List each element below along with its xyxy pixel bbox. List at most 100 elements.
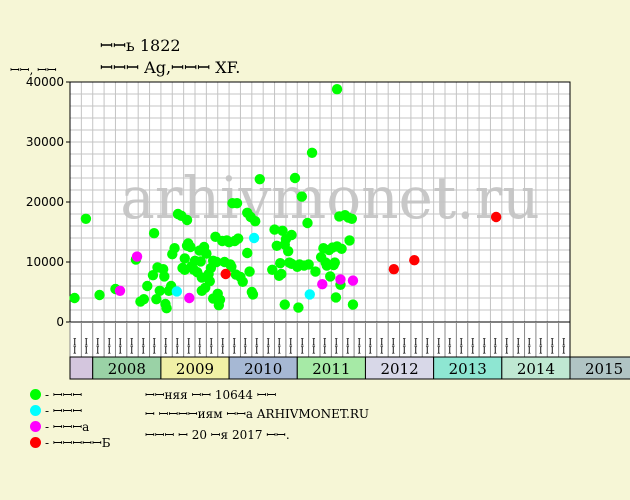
quarter-label: ꟷꟷ xyxy=(230,338,241,354)
data-point-red xyxy=(409,255,420,266)
legend-label: - ꟷꟷꟷ xyxy=(45,388,83,402)
year-band xyxy=(69,356,94,380)
quarter-label: ꟷꟷ xyxy=(400,338,411,354)
quarter-label: ꟷꟷ xyxy=(468,338,479,354)
data-point-red xyxy=(220,268,231,280)
quarter-label: ꟷꟷ xyxy=(389,338,400,354)
legend-label: - ꟷꟷꟷꟷꟷБ xyxy=(45,436,111,450)
legend-item-cyan: - ꟷꟷꟷ xyxy=(30,402,82,419)
quarter-label: ꟷꟷ xyxy=(71,338,82,354)
quarter-label: ꟷꟷ xyxy=(241,338,252,354)
quarter-label: ꟷꟷ xyxy=(162,338,173,354)
year-label: 2008 xyxy=(108,360,146,378)
data-point-green xyxy=(147,270,159,281)
quarter-label: ꟷꟷ xyxy=(173,338,184,354)
quarter-label: ꟷꟷ xyxy=(525,338,536,354)
quarter-label: ꟷꟷ xyxy=(287,338,298,354)
data-point-green xyxy=(329,257,340,268)
quarter-label: ꟷꟷ xyxy=(446,338,457,354)
data-point-green xyxy=(310,266,321,277)
data-point-green xyxy=(161,303,172,314)
quarter-label: ꟷꟷ xyxy=(412,338,423,354)
quarter-label: ꟷꟷ xyxy=(457,338,468,354)
data-point-green xyxy=(286,229,297,241)
x-axis: ꟷꟷ ꟷꟷ ꟷꟷ ꟷꟷ ꟷꟷ ꟷꟷ ꟷꟷ ꟷꟷ ꟷꟷ ꟷꟷ ꟷꟷ ꟷꟷ ꟷꟷ ꟷꟷ ꟷꟷ ꟷꟷ ꟷꟷ ꟷꟷ ꟷꟷ ꟷꟷ… xyxy=(69,321,630,380)
data-point-green xyxy=(232,233,244,244)
y-axis: 0 10000 20000 30000 40000 xyxy=(26,75,70,329)
quarter-label: ꟷꟷ xyxy=(378,338,389,354)
data-point-magenta xyxy=(131,251,143,262)
quarter-label: ꟷꟷ xyxy=(559,338,570,354)
data-point-green xyxy=(303,259,314,270)
y-tick-label: 0 xyxy=(56,315,64,329)
data-point-green xyxy=(244,266,255,277)
quarter-label: ꟷꟷ xyxy=(207,338,218,354)
legend-label: - ꟷꟷꟷ xyxy=(45,404,83,418)
y-tick-label: 20000 xyxy=(26,195,64,209)
note-median-price: ꟷꟷняя ꟷꟷ 10644 ꟷꟷ xyxy=(145,388,277,402)
legend-item-red: - ꟷꟷꟷꟷꟷБ xyxy=(30,434,111,451)
quarter-label: ꟷꟷ xyxy=(139,338,150,354)
legend-item-magenta: - ꟷꟷꟷa xyxy=(30,418,89,435)
data-point-green xyxy=(279,299,290,310)
data-point-green xyxy=(69,292,80,304)
data-point-green xyxy=(331,84,343,95)
quarter-label: ꟷꟷ xyxy=(548,338,559,354)
data-point-green xyxy=(247,289,259,300)
data-point-green xyxy=(151,294,162,305)
data-point-green xyxy=(142,280,153,292)
data-point-green xyxy=(94,289,105,301)
data-point-green xyxy=(269,224,280,235)
data-point-green xyxy=(231,198,243,209)
data-point-green xyxy=(237,276,248,287)
legend-marker xyxy=(30,405,41,416)
data-point-green xyxy=(271,240,283,251)
quarter-label: ꟷꟷ xyxy=(355,338,366,354)
year-label: 2011 xyxy=(312,360,350,378)
data-point-green xyxy=(325,271,336,282)
data-point-green xyxy=(267,264,278,275)
quarter-label: ꟷꟷ xyxy=(264,338,275,354)
quarter-label: ꟷꟷ xyxy=(491,338,502,354)
y-tick-label: 30000 xyxy=(26,135,64,149)
data-point-green xyxy=(282,246,294,257)
data-point-green xyxy=(276,268,287,280)
data-point-green xyxy=(347,299,359,310)
quarter-label: ꟷꟷ xyxy=(196,338,207,354)
data-point-green xyxy=(169,243,180,254)
quarter-label: ꟷꟷ xyxy=(423,338,434,354)
data-point-green xyxy=(277,225,288,236)
data-point-green xyxy=(214,294,226,305)
data-point-red xyxy=(490,211,502,223)
quarter-label: ꟷꟷ xyxy=(82,338,93,354)
data-point-magenta xyxy=(335,274,346,285)
quarter-label: ꟷꟷ xyxy=(332,338,343,354)
year-label: 2014 xyxy=(517,360,555,378)
data-point-magenta xyxy=(114,285,126,296)
data-point-green xyxy=(179,253,190,264)
year-label: 2010 xyxy=(244,360,282,378)
data-point-green xyxy=(306,147,318,158)
data-point-green xyxy=(226,261,237,272)
quarter-label: ꟷꟷ xyxy=(309,338,320,354)
quarter-label: ꟷꟷ xyxy=(343,338,354,354)
data-point-green xyxy=(336,243,347,254)
data-point-green xyxy=(181,214,193,226)
year-label: 2009 xyxy=(176,360,214,378)
y-tick-label: 40000 xyxy=(26,75,64,89)
data-point-magenta xyxy=(317,279,328,290)
data-point-green xyxy=(154,285,165,296)
data-point-cyan xyxy=(304,289,315,300)
legend-label: - ꟷꟷꟷa xyxy=(45,420,90,434)
quarter-label: ꟷꟷ xyxy=(537,338,548,354)
note-date: ꟷꟷꟷ ꟷ 20 ꟷя 2017 ꟷꟷ. xyxy=(145,428,290,442)
data-point-cyan xyxy=(171,286,183,297)
data-point-green xyxy=(254,174,265,185)
quarter-label: ꟷꟷ xyxy=(298,338,309,354)
quarter-label: ꟷꟷ xyxy=(105,338,116,354)
legend-marker xyxy=(30,389,41,400)
quarter-label: ꟷꟷ xyxy=(434,338,445,354)
data-point-green xyxy=(289,172,301,184)
quarter-label: ꟷꟷ xyxy=(218,338,229,354)
